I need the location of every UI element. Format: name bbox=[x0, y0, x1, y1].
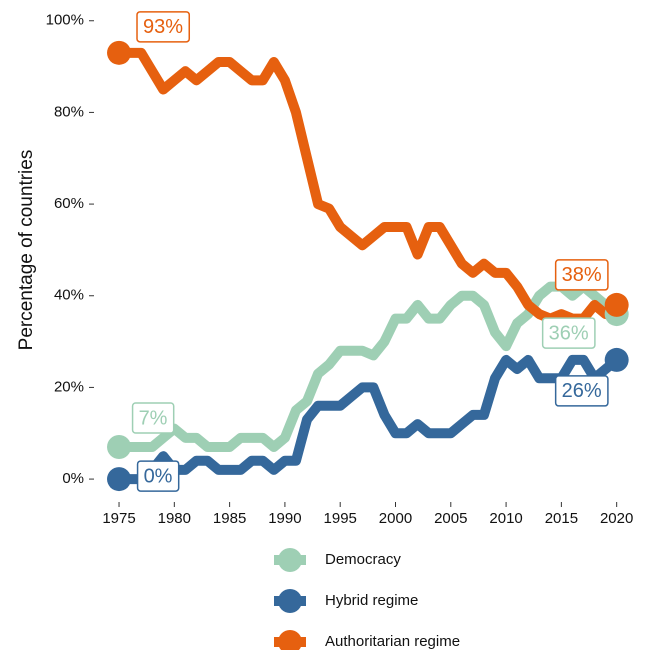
value-label: 36% bbox=[541, 317, 596, 349]
end-point bbox=[107, 435, 132, 459]
value-label-text: 38% bbox=[562, 264, 602, 286]
x-tick-label: 2015 bbox=[545, 510, 578, 527]
label-box bbox=[136, 11, 191, 43]
x-tick-label: 1985 bbox=[213, 510, 246, 527]
value-label-text: 93% bbox=[143, 16, 183, 38]
end-point bbox=[107, 467, 132, 492]
x-tick-label: 2020 bbox=[600, 510, 633, 527]
label-box bbox=[554, 259, 609, 291]
legend-label: Democracy bbox=[325, 551, 401, 568]
y-tick-label: 60% bbox=[54, 195, 84, 212]
x-tick-label: 1995 bbox=[324, 510, 357, 527]
y-tick-label: 80% bbox=[54, 103, 84, 120]
legend-marker bbox=[278, 589, 302, 613]
x-tick-label: 2000 bbox=[379, 510, 412, 527]
legend-label: Authoritarian regime bbox=[325, 633, 460, 650]
legend-label: Hybrid regime bbox=[325, 592, 418, 609]
x-tick-label: 1975 bbox=[102, 510, 135, 527]
x-tick-label: 2010 bbox=[489, 510, 522, 527]
value-label-text: 0% bbox=[144, 465, 173, 487]
value-label-text: 7% bbox=[139, 407, 168, 429]
value-label: 0% bbox=[136, 460, 180, 492]
x-tick-label: 2005 bbox=[434, 510, 467, 527]
label-box bbox=[136, 460, 180, 492]
y-tick-label: 0% bbox=[62, 470, 84, 487]
label-box bbox=[554, 375, 609, 407]
y-tick-label: 100% bbox=[46, 12, 84, 29]
y-axis-label: Percentage of countries bbox=[16, 150, 37, 351]
end-point bbox=[604, 292, 629, 317]
legend-marker bbox=[278, 630, 302, 650]
end-point bbox=[107, 40, 132, 65]
value-label: 38% bbox=[554, 259, 609, 291]
value-label: 7% bbox=[131, 402, 175, 434]
value-label-text: 36% bbox=[549, 322, 589, 344]
y-tick-label: 20% bbox=[54, 378, 84, 395]
end-point bbox=[604, 347, 629, 372]
label-box bbox=[131, 402, 175, 434]
label-box bbox=[541, 317, 596, 349]
series-line bbox=[119, 354, 620, 485]
legend-marker bbox=[278, 548, 302, 572]
x-tick-label: 1990 bbox=[268, 510, 301, 527]
series-line bbox=[119, 47, 620, 324]
x-tick-label: 1980 bbox=[158, 510, 191, 527]
value-label-text: 26% bbox=[562, 380, 602, 402]
value-label: 93% bbox=[136, 11, 191, 43]
value-label: 26% bbox=[554, 375, 609, 407]
y-tick-label: 40% bbox=[54, 287, 84, 304]
